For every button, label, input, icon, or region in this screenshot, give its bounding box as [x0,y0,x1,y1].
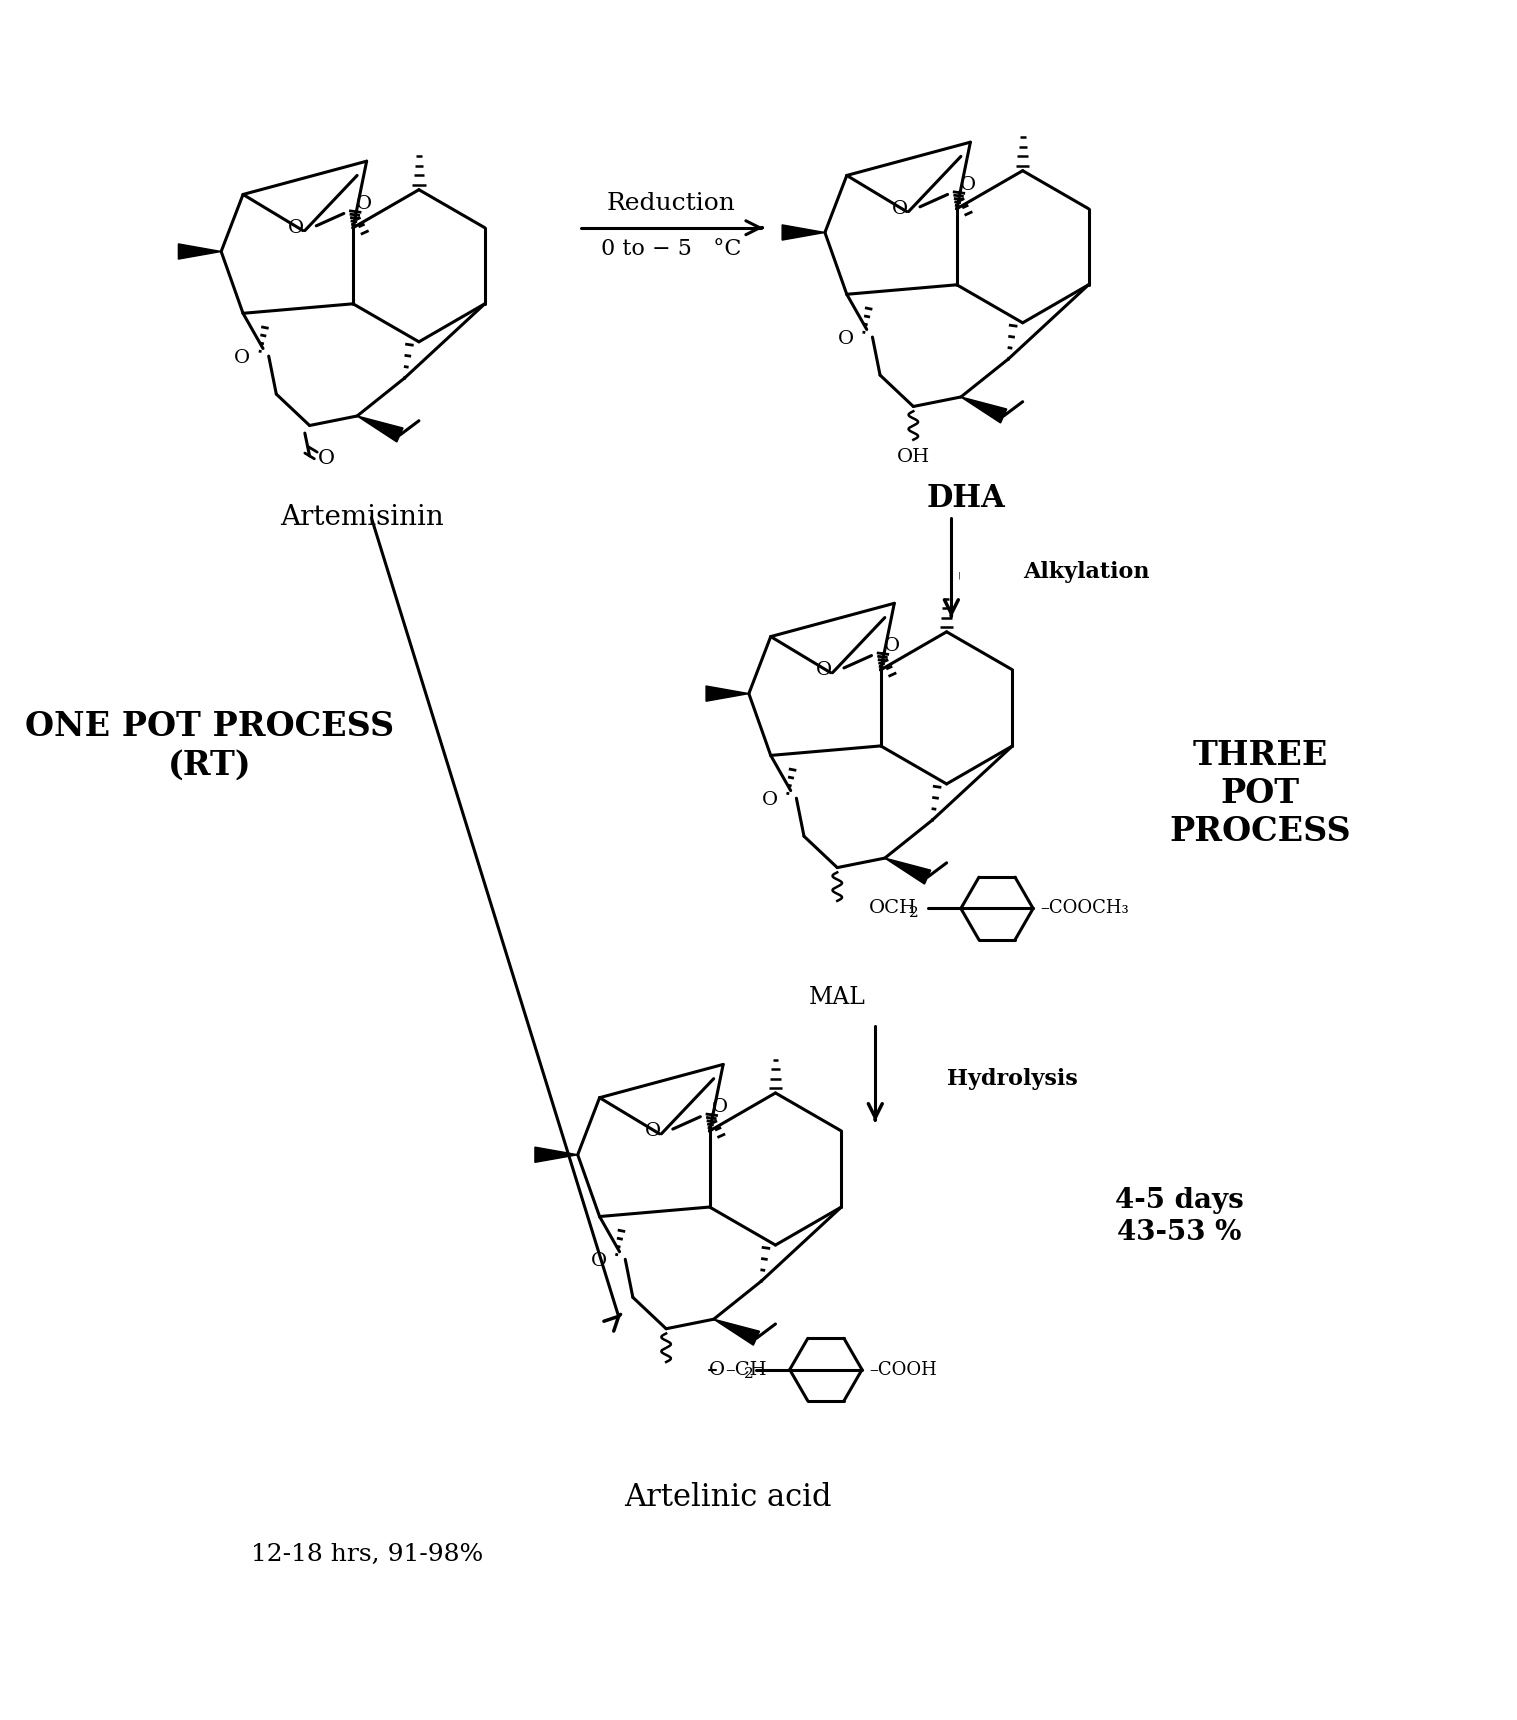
Text: O: O [959,175,975,194]
Text: MAL: MAL [809,986,866,1010]
Polygon shape [179,244,221,260]
Text: Reduction: Reduction [607,193,736,215]
Text: 4-5 days
43-53 %: 4-5 days 43-53 % [1115,1187,1244,1245]
Text: –CH: –CH [725,1361,766,1379]
Text: O: O [590,1252,607,1271]
Text: O: O [883,636,900,655]
Text: OCH: OCH [868,900,916,917]
Text: O: O [234,349,250,366]
Text: |: | [957,571,960,580]
Text: Artemisinin: Artemisinin [281,504,444,531]
Polygon shape [705,686,749,702]
Text: Hydrolysis: Hydrolysis [947,1068,1077,1090]
Text: O: O [837,330,854,347]
Text: O: O [645,1121,661,1140]
Polygon shape [536,1147,578,1163]
Text: OH: OH [897,447,930,466]
Text: ONE POT PROCESS
(RT): ONE POT PROCESS (RT) [26,710,394,781]
Text: –COOH: –COOH [869,1361,938,1379]
Polygon shape [713,1319,760,1345]
Text: O: O [319,449,335,468]
Text: DHA: DHA [927,483,1004,514]
Polygon shape [783,225,825,241]
Text: Artelinic acid: Artelinic acid [623,1481,831,1512]
Text: 2: 2 [909,906,918,920]
Text: O: O [355,194,372,213]
Polygon shape [884,858,931,884]
Text: 0 to − 5   °C: 0 to − 5 °C [601,237,742,260]
Text: 2: 2 [743,1367,754,1381]
Polygon shape [960,397,1007,423]
Text: Alkylation: Alkylation [1022,561,1150,583]
Text: O: O [892,200,909,218]
Text: 12-18 hrs, 91-98%: 12-18 hrs, 91-98% [250,1543,482,1565]
Text: O: O [708,1361,725,1379]
Text: O: O [713,1097,728,1116]
Text: O: O [288,218,305,237]
Text: O: O [816,660,831,679]
Text: –COOCH₃: –COOCH₃ [1041,900,1129,917]
Text: THREE
POT
PROCESS: THREE POT PROCESS [1170,740,1352,848]
Text: O: O [762,791,778,808]
Polygon shape [356,416,404,442]
